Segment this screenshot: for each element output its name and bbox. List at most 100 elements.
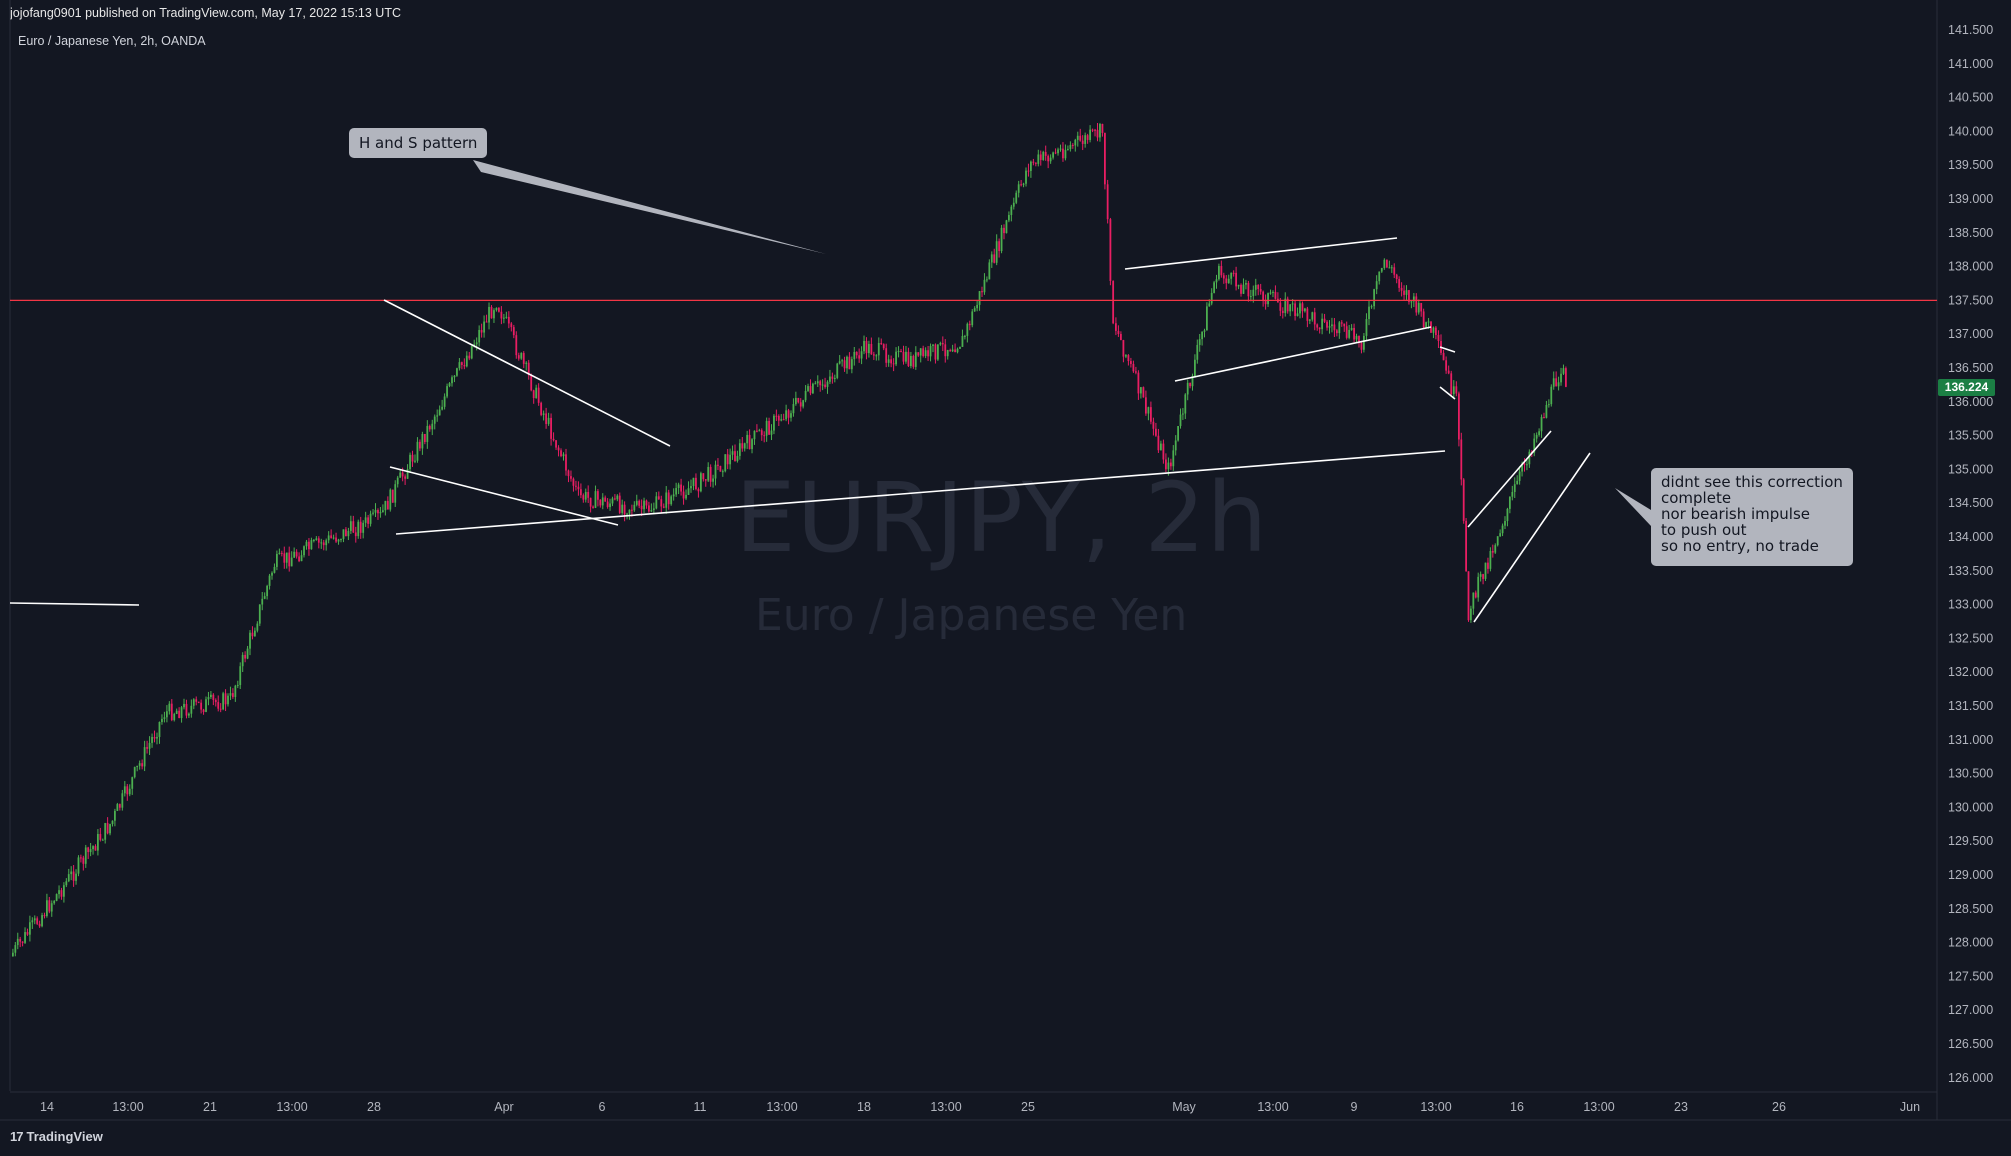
symbol-title[interactable]: Euro / Japanese Yen, 2h, OANDA: [18, 34, 206, 48]
candle-body: [1125, 355, 1127, 357]
bullish-candle: [33, 915, 36, 925]
candle-body: [626, 513, 628, 515]
bearish-candle: [153, 730, 156, 743]
candle-body: [36, 918, 39, 924]
candle-body: [1115, 323, 1117, 331]
candle-body: [406, 469, 409, 479]
candle-body: [33, 918, 36, 921]
candle-body: [682, 491, 685, 499]
bullish-candle: [736, 450, 739, 463]
bullish-candle: [1504, 516, 1506, 530]
bullish-candle: [1308, 318, 1311, 325]
bullish-candle: [1242, 278, 1245, 294]
bullish-candle: [829, 369, 831, 385]
bullish-candle: [1545, 400, 1548, 419]
bullish-candle: [1074, 138, 1077, 152]
candle-body: [431, 423, 434, 430]
candle-body: [515, 335, 518, 356]
candle-body: [330, 535, 333, 539]
candle-body: [212, 694, 215, 700]
bearish-candle: [82, 855, 85, 871]
bullish-candle: [109, 823, 111, 836]
time-tick-label: 21: [203, 1100, 217, 1114]
bullish-candle: [929, 343, 932, 362]
bullish-candle: [685, 489, 687, 501]
candle-body: [550, 417, 552, 439]
candle-body: [1170, 462, 1172, 467]
bullish-candle: [1289, 303, 1292, 317]
candle-body: [645, 500, 648, 506]
candle-body: [266, 585, 269, 597]
price-tick-label: 126.000: [1948, 1071, 1993, 1085]
bearish-candle: [1257, 284, 1260, 296]
candle-body: [409, 454, 411, 470]
candle-body: [877, 342, 880, 356]
bullish-candle: [633, 501, 636, 512]
candle-body: [1555, 378, 1558, 387]
bullish-candle: [868, 340, 870, 358]
time-tick-label: 13:00: [930, 1100, 961, 1114]
bullish-candle: [1368, 299, 1370, 326]
candle-body: [332, 537, 335, 539]
bullish-candle: [29, 915, 31, 942]
candle-body: [1027, 170, 1030, 172]
bearish-candle: [1403, 285, 1405, 301]
hs-pattern-note[interactable]: H and S pattern: [349, 128, 488, 158]
tradingview-logo[interactable]: 17 TradingView: [10, 1129, 103, 1144]
bearish-candle: [43, 912, 46, 919]
candle-body: [391, 489, 394, 503]
time-tick-label: 14: [40, 1100, 54, 1114]
bearish-candle: [1020, 179, 1023, 187]
bearish-candle: [330, 529, 333, 539]
candle-body: [907, 351, 910, 367]
bearish-candle: [941, 336, 944, 352]
bearish-candle: [640, 499, 643, 516]
bearish-candle: [1032, 158, 1035, 166]
candle-body: [537, 387, 540, 403]
bullish-candle: [1272, 290, 1274, 298]
bearish-candle: [1335, 328, 1338, 337]
price-tick-label: 131.500: [1948, 699, 1993, 713]
bullish-candle: [1550, 384, 1553, 407]
bearish-candle: [799, 398, 802, 412]
bearish-candle: [880, 338, 883, 345]
bullish-candle: [133, 766, 136, 779]
candle-body: [988, 262, 991, 280]
candle-body: [1472, 592, 1475, 609]
bullish-candle: [1025, 167, 1027, 187]
bearish-candle: [831, 372, 834, 384]
bearish-candle: [968, 320, 971, 331]
bearish-candle: [1142, 386, 1145, 398]
bullish-candle: [1311, 311, 1314, 322]
bearish-candle: [702, 473, 705, 482]
bearish-candle: [485, 314, 488, 323]
bearish-candle: [170, 699, 173, 722]
bearish-candle: [522, 351, 525, 369]
candle-body: [1194, 359, 1196, 376]
candle-body: [968, 323, 971, 326]
candle-body: [937, 344, 939, 360]
bearish-candle: [824, 377, 826, 389]
candle-body: [300, 555, 303, 562]
candle-body: [263, 596, 266, 599]
candle-body: [1005, 220, 1008, 234]
candle-body: [726, 454, 729, 465]
bullish-candle: [609, 498, 611, 511]
bullish-candle: [860, 346, 863, 365]
candle-body: [293, 551, 296, 558]
correction-note[interactable]: didnt see this correction complete nor b…: [1651, 468, 1853, 566]
candle-body: [1518, 471, 1521, 481]
candle-body: [760, 430, 763, 436]
candle-body: [347, 530, 350, 537]
axes-frame: [0, 0, 2011, 1121]
bullish-candle: [1177, 426, 1179, 442]
bullish-candle: [1552, 371, 1555, 390]
candle-body: [1383, 259, 1386, 268]
bullish-candle: [910, 351, 912, 369]
candle-body: [853, 351, 856, 360]
candle-body: [500, 311, 503, 319]
candle-body: [345, 529, 347, 537]
candle-body: [1208, 303, 1211, 307]
bullish-candle: [249, 630, 251, 656]
